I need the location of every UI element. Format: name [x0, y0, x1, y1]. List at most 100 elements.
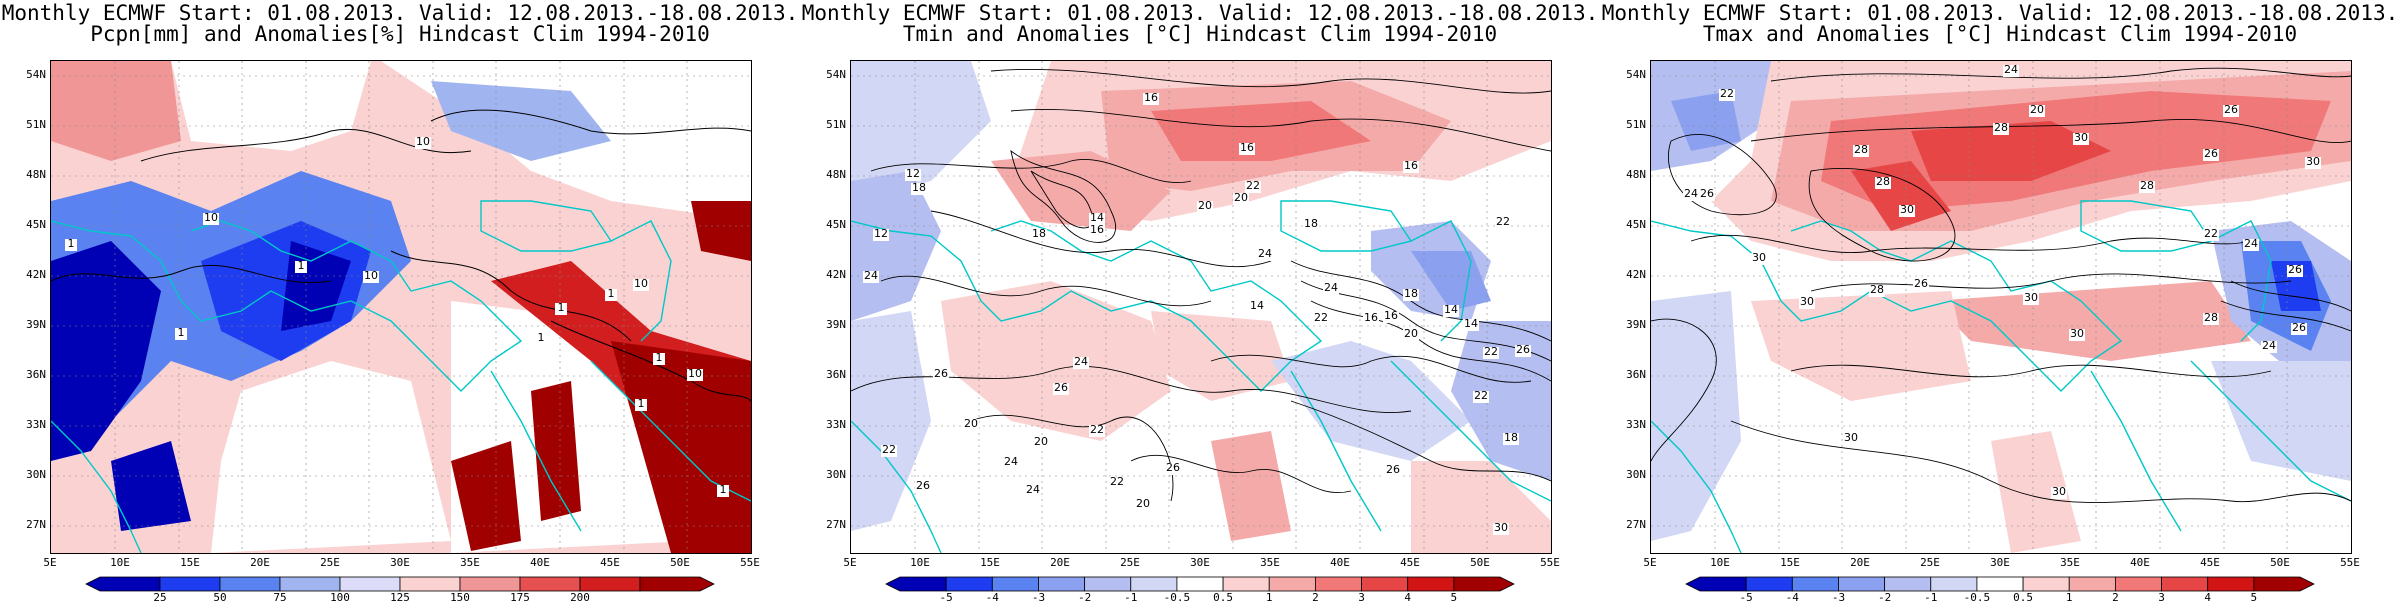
colorbar-segment [1791, 576, 1839, 592]
contour-label: 26 [1054, 381, 1068, 394]
panel-title-line1: Monthly ECMWF Start: 01.08.2013. Valid: … [801, 1, 1599, 25]
lon-label: 55E [1540, 556, 1560, 569]
lat-label: 42N [1626, 268, 1646, 281]
colorbar-label: -3 [1031, 591, 1046, 604]
panel-title-line2: Pcpn[mm] and Anomalies[%] Hindcast Clim … [90, 22, 710, 46]
contour-label: 26 [934, 367, 948, 380]
colorbar-segment [579, 576, 641, 592]
lon-label: 50E [2270, 556, 2290, 569]
lat-label: 36N [826, 368, 846, 381]
contour-label: 28 [1876, 175, 1890, 188]
colorbar-label: 2 [1312, 591, 1319, 604]
contour-label: 28 [1854, 143, 1868, 156]
colorbar-label: 5 [2250, 591, 2258, 604]
colorbar-label: 1 [1265, 591, 1273, 604]
lat-label: 30N [26, 468, 46, 481]
lon-label: 50E [1470, 556, 1490, 569]
lon-label: 20E [1050, 556, 1070, 569]
lon-label: 45E [2200, 556, 2220, 569]
colorbar-label: 175 [510, 591, 530, 604]
contour-label: 14 [1090, 211, 1104, 224]
contour-label: 1 [298, 259, 305, 272]
lon-label: 15E [1780, 556, 1800, 569]
colorbar-label: 5 [1450, 591, 1458, 604]
lat-label: 51N [826, 118, 846, 131]
contour-label: 26 [1386, 463, 1400, 476]
contour-label: 16 [1144, 91, 1158, 104]
lat-label: 48N [826, 168, 846, 181]
contour-label: 20 [964, 417, 978, 430]
colorbar-segment [1685, 576, 1747, 592]
contour-label: 1 [608, 287, 615, 300]
lat-label: 39N [1626, 318, 1646, 331]
colorbar-label: 25 [153, 591, 167, 604]
lon-label: 30E [1190, 556, 1210, 569]
tmax-map: 24 22 20 26 28 30 28 26 30 28 28 30 24 2… [1650, 60, 2352, 554]
colorbar-segment [2114, 576, 2162, 592]
contour-label: 30 [2070, 327, 2084, 340]
colorbar-segment [2253, 576, 2315, 592]
contour-label: 18 [1304, 217, 1318, 230]
precip-panel: Monthly ECMWF Start: 01.08.2013. Valid: … [0, 0, 800, 604]
contour-label: 24 [1074, 355, 1088, 368]
contour-label: 14 [1444, 303, 1458, 316]
precip-colorbar [0, 576, 800, 592]
lat-label: 54N [1626, 68, 1646, 81]
lat-label: 30N [826, 468, 846, 481]
colorbar-segment [159, 576, 221, 592]
contour-label: 12 [906, 167, 920, 180]
lon-label: 20E [1850, 556, 1870, 569]
contour-label: 22 [1246, 179, 1260, 192]
contour-label: 20 [1234, 191, 1248, 204]
contour-label: 16 [1090, 223, 1104, 236]
colorbar-label: -4 [985, 591, 999, 604]
lat-label: 27N [26, 518, 46, 531]
panel-title-line1: Monthly ECMWF Start: 01.08.2013. Valid: … [1601, 1, 2399, 25]
contour-label: 26 [1700, 187, 1714, 200]
lon-label: 5E [1643, 556, 1657, 569]
colorbar-segment [459, 576, 521, 592]
lon-label: 55E [2340, 556, 2360, 569]
contour-label: 16 [1384, 309, 1398, 322]
lon-label: 40E [1330, 556, 1350, 569]
lon-label: 15E [180, 556, 200, 569]
colorbar-segment [885, 576, 947, 592]
contour-label: 24 [1258, 247, 1272, 260]
lat-label: 51N [26, 118, 46, 131]
precip-map: 10 10 10 1 1 1 10 1 10 1 1 1 1 10 1 [50, 60, 752, 554]
panel-title-line2: Tmax and Anomalies [°C] Hindcast Clim 19… [1702, 22, 2298, 46]
lon-label: 20E [250, 556, 270, 569]
colorbar-label: 3 [1358, 591, 1365, 604]
lon-label: 40E [530, 556, 550, 569]
contour-label: 1 [538, 331, 545, 344]
colorbar-segment [1838, 576, 1886, 592]
contour-label: 1 [656, 351, 663, 364]
contour-label: 12 [874, 227, 888, 240]
colorbar-segment [1176, 576, 1224, 592]
lat-label: 36N [1626, 368, 1646, 381]
contour-label: 26 [1914, 277, 1928, 290]
lat-label: 33N [826, 418, 846, 431]
contour-label: 26 [1166, 461, 1180, 474]
lon-label: 35E [1260, 556, 1280, 569]
colorbar-label: 100 [330, 591, 350, 604]
contour-label: 24 [2244, 237, 2258, 250]
contour-label: 28 [1870, 283, 1884, 296]
tmin-panel: Monthly ECMWF Start: 01.08.2013. Valid: … [800, 0, 1600, 604]
contour-label: 24 [1004, 455, 1018, 468]
colorbar-segment [1884, 576, 1932, 592]
colorbar-segment [1038, 576, 1086, 592]
contour-label: 16 [1364, 311, 1378, 324]
colorbar-label: 200 [570, 591, 590, 604]
colorbar-segment [339, 576, 401, 592]
contour-label: 16 [1240, 141, 1254, 154]
colorbar-segment [519, 576, 581, 592]
lat-label: 51N [1626, 118, 1646, 131]
contour-label: 26 [2224, 103, 2238, 116]
lat-label: 27N [826, 518, 846, 531]
tmax-colorbar [1600, 576, 2400, 592]
contour-label: 26 [2292, 321, 2306, 334]
lon-label: 50E [670, 556, 690, 569]
lon-label: 30E [390, 556, 410, 569]
lat-label: 42N [826, 268, 846, 281]
